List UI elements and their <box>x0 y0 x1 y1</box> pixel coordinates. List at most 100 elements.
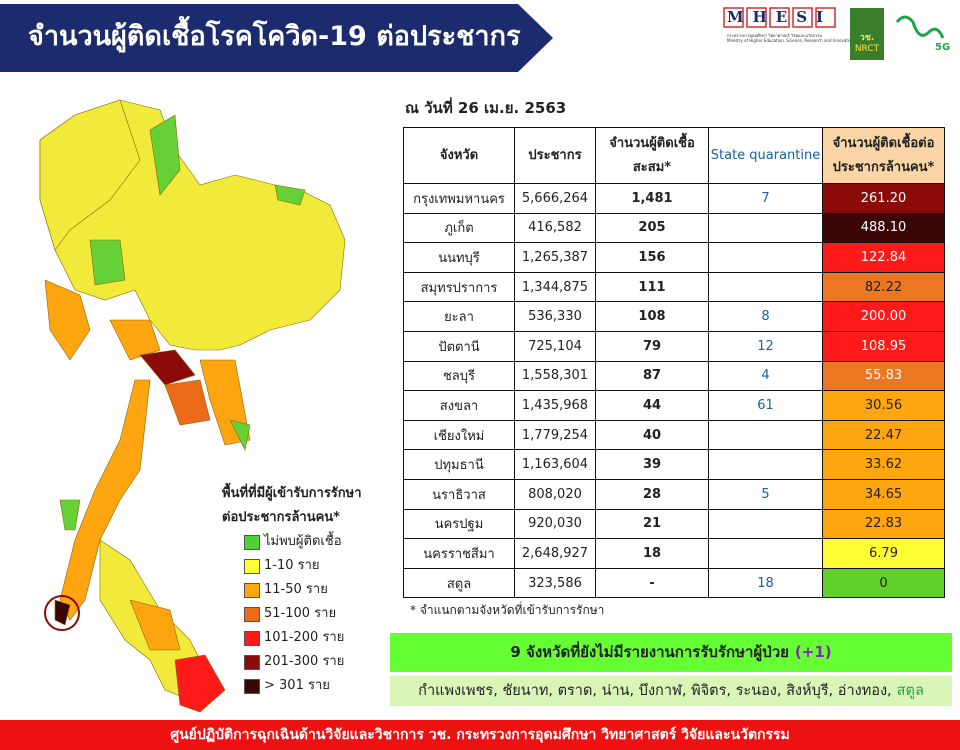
legend-item: 101-200 ราย <box>244 626 362 650</box>
legend-swatch <box>244 535 260 550</box>
legend-label: 201-300 ราย <box>264 654 345 669</box>
legend-label: 51-100 ราย <box>264 606 337 621</box>
population-cell: 725,104 <box>514 330 596 362</box>
quarantine-cell: 8 <box>708 301 823 332</box>
table-row: ยะลา 536,330 108 8 200.00 <box>403 301 945 332</box>
legend-title: พื้นที่ที่มีผู้เข้ารับการรักษา <box>222 486 362 501</box>
quarantine-cell <box>708 242 823 273</box>
table-row: สงขลา 1,435,968 44 61 30.56 <box>403 390 945 421</box>
population-cell: 536,330 <box>514 301 596 332</box>
legend-item: 201-300 ราย <box>244 650 362 674</box>
nrct-logo: วช. NRCT <box>850 8 884 60</box>
legend-label: > 301 ราย <box>264 678 330 693</box>
cases-cell: 40 <box>595 419 709 451</box>
province-cell: กรุงเทพมหานคร <box>403 183 515 214</box>
province-cell: สตูล <box>403 567 515 599</box>
table-row: นราธิวาส 808,020 28 5 34.65 <box>403 478 945 510</box>
rate-cell: 55.83 <box>822 360 945 392</box>
5g-logo: 5G <box>935 42 951 53</box>
population-cell: 1,265,387 <box>514 242 596 273</box>
thailand-map <box>39 99 346 713</box>
cases-table: จังหวัด ประชากร จำนวนผู้ติดเชื้อสะสม* State… <box>403 127 945 599</box>
rate-cell: 34.65 <box>822 478 945 510</box>
quarantine-cell <box>708 212 823 244</box>
quarantine-cell: 7 <box>708 183 823 214</box>
cases-cell: 108 <box>595 301 709 332</box>
rate-cell: 0 <box>822 567 945 599</box>
provinces: กำแพงเพชร, ชัยนาท, ตราด, น่าน, บึงกาฬ, พ… <box>418 683 892 699</box>
logo-swoosh <box>895 15 945 39</box>
table-row: ภูเก็ต 416,582 205 488.10 <box>403 212 945 244</box>
population-cell: 1,435,968 <box>514 390 596 421</box>
cases-cell: 87 <box>595 360 709 392</box>
banner-title: 9 จังหวัดที่ยังไม่มีรายงานการรับรักษาผู้… <box>510 643 789 661</box>
legend-item: > 301 ราย <box>244 674 362 698</box>
population-cell: 416,582 <box>514 212 596 244</box>
table-row: ปทุมธานี 1,163,604 39 33.62 <box>403 449 945 480</box>
no-report-banner: 9 จังหวัดที่ยังไม่มีรายงานการรับรักษาผู้… <box>390 633 952 672</box>
cases-cell: 111 <box>595 271 709 303</box>
title: จำนวนผู้ติดเชื้อโรคโควิด-19 ต่อประชากร <box>28 21 521 52</box>
legend-label: 101-200 ราย <box>264 630 345 645</box>
rate-cell: 261.20 <box>822 183 945 214</box>
mhesi-logo: MHESI <box>727 8 833 26</box>
legend-title: ต่อประชากรล้านคน* <box>222 510 340 525</box>
quarantine-cell: 12 <box>708 330 823 362</box>
population-cell: 1,558,301 <box>514 360 596 392</box>
column-header: จำนวนผู้ติดเชื้อต่อประชากรล้านคน* <box>822 127 945 184</box>
footnote: * จำแนกตามจังหวัดที่เข้ารับการรักษา <box>410 603 605 617</box>
legend: พื้นที่ที่มีผู้เข้ารับการรักษา ต่อประชาก… <box>222 482 362 698</box>
legend-item: ไม่พบผู้ติดเชื้อ <box>244 530 362 554</box>
province-cell: เชียงใหม่ <box>403 419 515 451</box>
table-row: ชลบุรี 1,558,301 87 4 55.83 <box>403 360 945 392</box>
mhesi-english: Ministry of Higher Education, Science, R… <box>727 38 854 43</box>
legend-label: ไม่พบผู้ติดเชื้อ <box>264 534 342 549</box>
province-cell: ชลบุรี <box>403 360 515 392</box>
population-cell: 5,666,264 <box>514 183 596 214</box>
quarantine-cell <box>708 449 823 480</box>
table-row: สมุทรปราการ 1,344,875 111 82.22 <box>403 271 945 303</box>
rate-cell: 30.56 <box>822 390 945 421</box>
table-body: กรุงเทพมหานคร 5,666,264 1,481 7 261.20 ภูเก็ต… <box>403 183 945 599</box>
population-cell: 323,586 <box>514 567 596 599</box>
population-cell: 920,030 <box>514 508 596 540</box>
province-cell: ปทุมธานี <box>403 449 515 480</box>
rate-cell: 200.00 <box>822 301 945 332</box>
cases-cell: 1,481 <box>595 183 709 214</box>
quarantine-cell: 5 <box>708 478 823 510</box>
rate-cell: 82.22 <box>822 271 945 303</box>
highlight-circle <box>44 595 80 631</box>
province-list: กำแพงเพชร, ชัยนาท, ตราด, น่าน, บึงกาฬ, พ… <box>390 676 952 706</box>
table-row: นนทบุรี 1,265,387 156 122.84 <box>403 242 945 273</box>
background-graphics <box>0 4 945 713</box>
highlight-province: สตูล <box>896 683 924 699</box>
population-cell: 1,779,254 <box>514 419 596 451</box>
rate-cell: 22.47 <box>822 419 945 451</box>
footer: ศูนย์ปฏิบัติการฉุกเฉินด้านวิจัยและวิชากา… <box>0 720 960 750</box>
quarantine-cell <box>708 271 823 303</box>
banner-change: (+1) <box>794 643 832 661</box>
rate-cell: 22.83 <box>822 508 945 540</box>
population-cell: 1,344,875 <box>514 271 596 303</box>
province-cell: สงขลา <box>403 390 515 421</box>
mhesi-thai: กระทรวงการอุดมศึกษา วิทยาศาสตร์ วิจัยและ… <box>727 33 823 38</box>
legend-item: 11-50 ราย <box>244 578 362 602</box>
column-header: ประชากร <box>514 127 596 184</box>
table-row: เชียงใหม่ 1,779,254 40 22.47 <box>403 419 945 451</box>
province-cell: นครปฐม <box>403 508 515 540</box>
legend-label: 11-50 ราย <box>264 582 328 597</box>
legend-item: 1-10 ราย <box>244 554 362 578</box>
legend-swatch <box>244 631 260 646</box>
quarantine-cell <box>708 538 823 569</box>
cases-cell: 21 <box>595 508 709 540</box>
table-row: นครปฐม 920,030 21 22.83 <box>403 508 945 540</box>
table-row: สตูล 323,586-18 0 <box>403 567 945 599</box>
column-header: จำนวนผู้ติดเชื้อสะสม* <box>595 127 709 184</box>
population-cell: 2,648,927 <box>514 538 596 569</box>
cases-cell: 18 <box>595 538 709 569</box>
legend-label: 1-10 ราย <box>264 558 320 573</box>
province-cell: นครราชสีมา <box>403 538 515 569</box>
rate-cell: 122.84 <box>822 242 945 273</box>
nrct-thai: วช. <box>859 33 875 43</box>
